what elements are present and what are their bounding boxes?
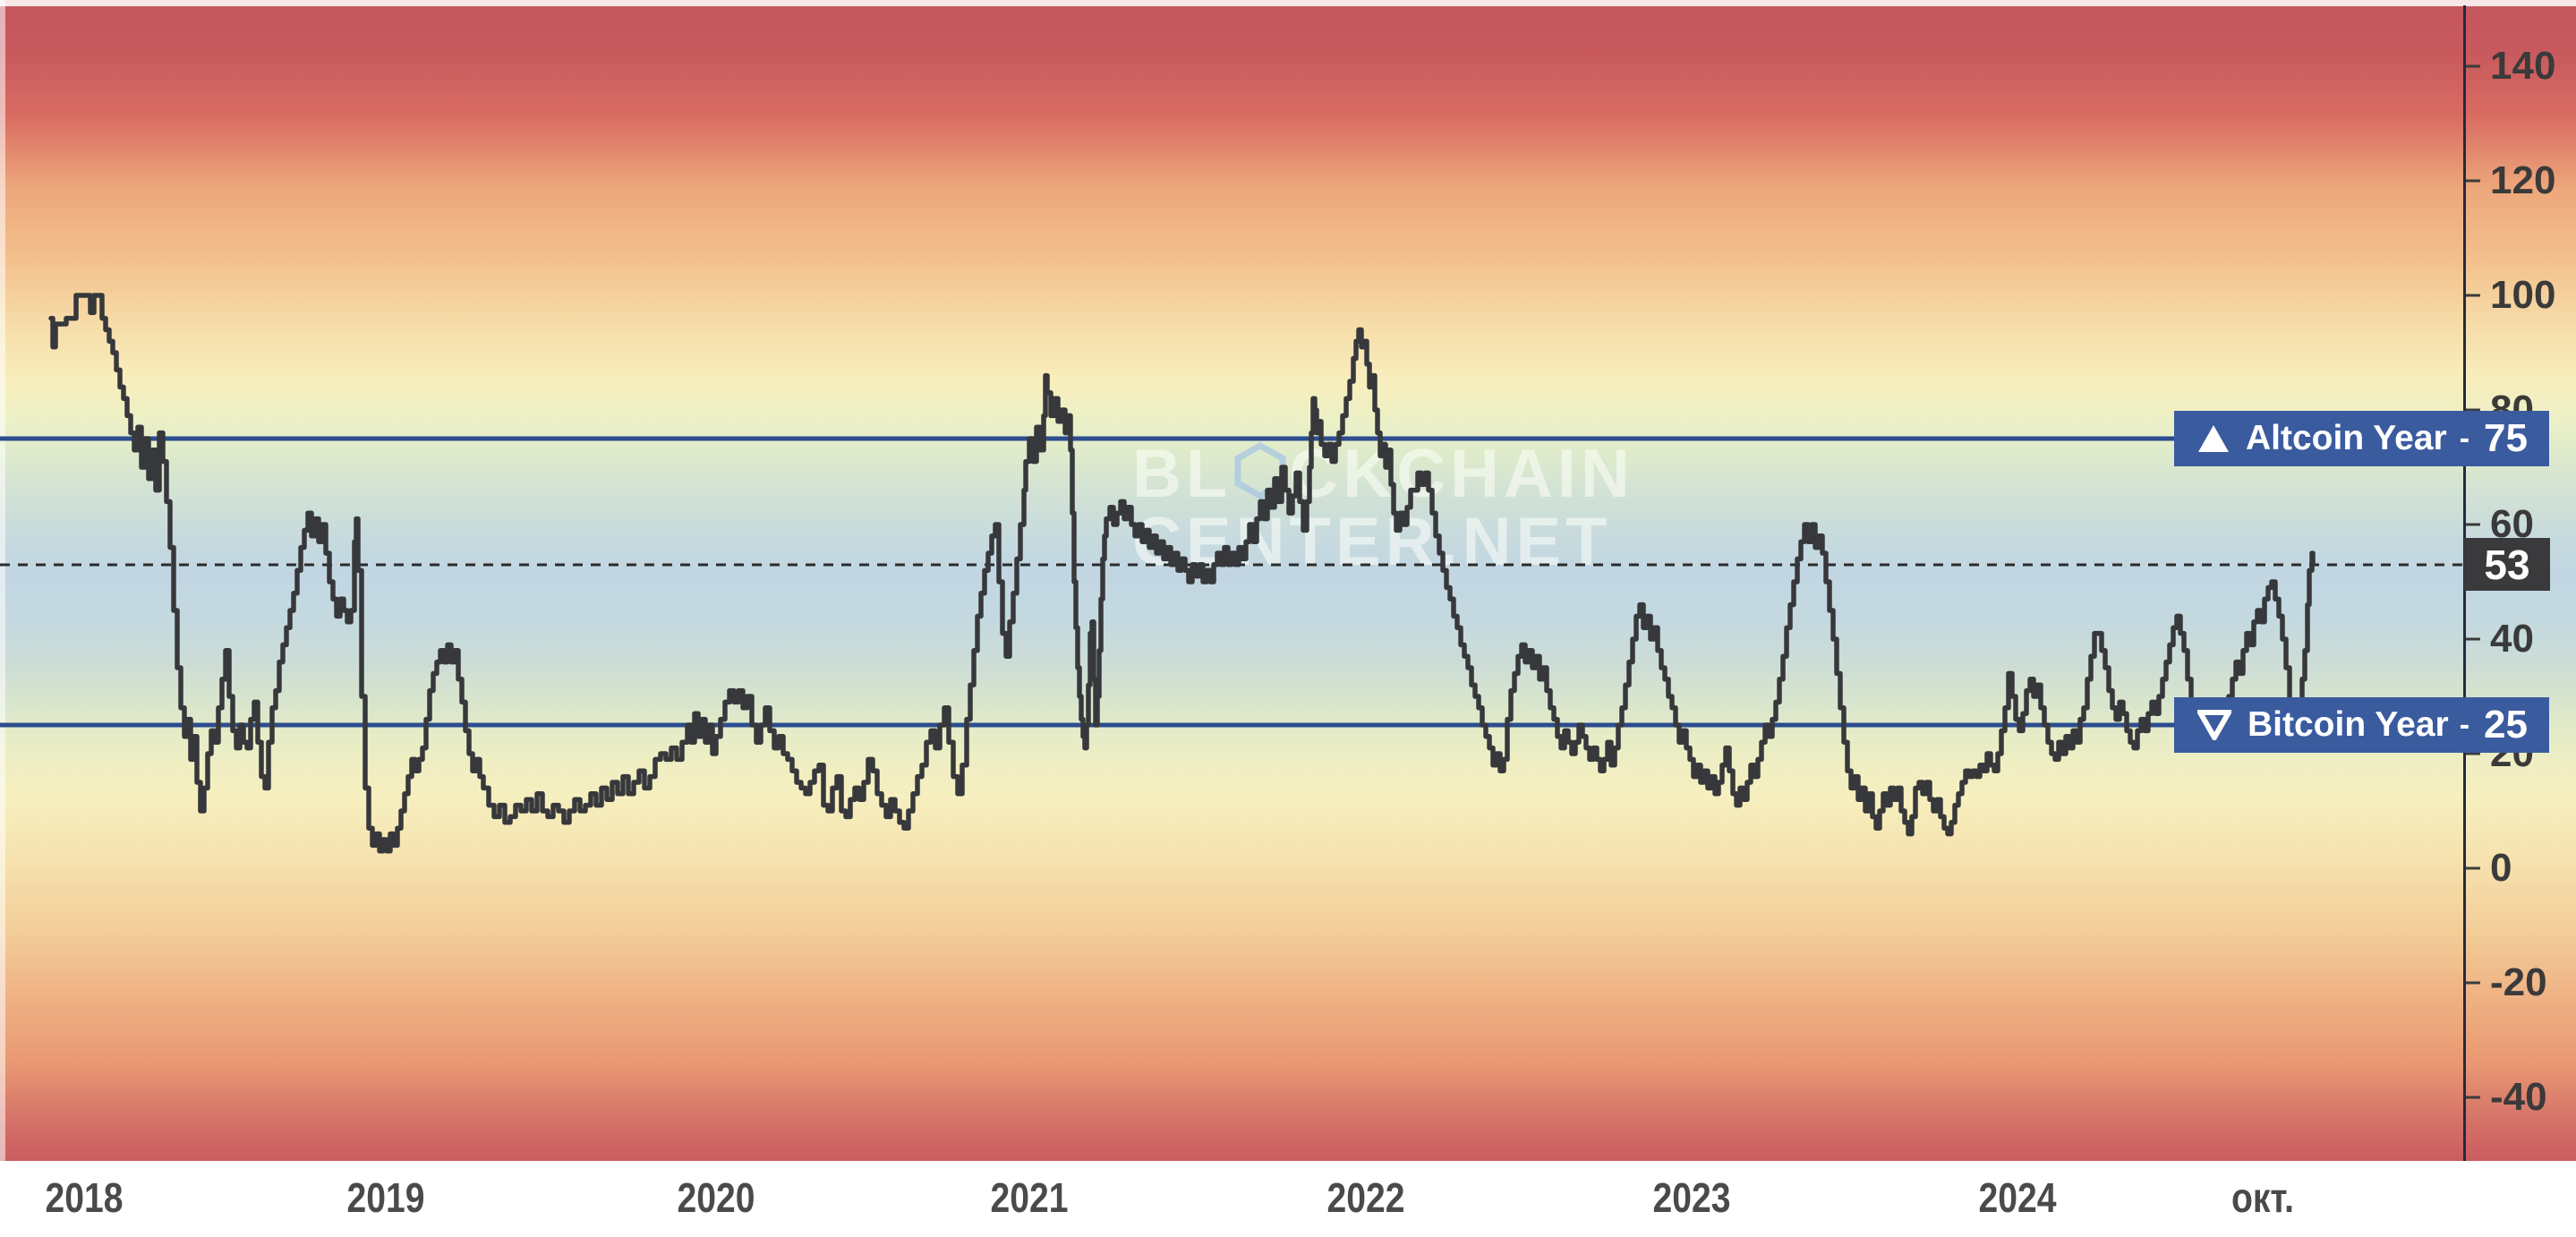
current-value-badge: 53 (2464, 538, 2550, 591)
x-axis: 2018 2019 2020 2021 2022 2023 2024 окт. (0, 1161, 2576, 1237)
altcoin-year-label: Altcoin Year (2246, 419, 2447, 457)
left-margin (0, 0, 5, 1161)
y-axis-tick (2464, 981, 2480, 985)
y-axis-tick (2464, 866, 2480, 870)
y-axis-tick (2464, 64, 2480, 68)
bitcoin-year-value: 25 (2484, 703, 2528, 746)
altcoin-year-value: 75 (2484, 416, 2528, 460)
altcoin-year-badge: Altcoin Year - 75 (2174, 411, 2549, 466)
gradient-background[interactable] (0, 0, 2576, 1161)
y-axis-tick (2464, 752, 2480, 755)
y-axis-tick (2464, 294, 2480, 297)
x-axis-label: окт. (2231, 1174, 2295, 1221)
hexagon-logo-icon (1234, 441, 1286, 500)
watermark-line-1: BL CKCHAIN (1132, 436, 1634, 512)
x-axis-label: 2022 (1326, 1174, 1405, 1221)
altcoin-separator: - (2459, 421, 2470, 456)
y-axis-tick (2464, 523, 2480, 526)
bitcoin-separator: - (2459, 707, 2470, 742)
y-axis-tick (2464, 408, 2480, 412)
bitcoin-year-badge: Bitcoin Year - 25 (2174, 697, 2549, 753)
y-axis-tick (2464, 179, 2480, 183)
bitcoin-year-label: Bitcoin Year (2248, 705, 2449, 744)
index-line (48, 293, 2316, 854)
x-axis-label: 2020 (677, 1174, 755, 1221)
top-margin (0, 0, 2576, 6)
y-axis-ticks (2464, 64, 2480, 1099)
x-axis-label: 2024 (1978, 1174, 2057, 1221)
triangle-up-icon (2197, 424, 2230, 453)
x-axis-label: 2019 (346, 1174, 425, 1221)
x-axis-label: 2018 (45, 1174, 124, 1221)
y-axis-tick (2464, 637, 2480, 641)
triangle-down-icon (2197, 710, 2231, 740)
current-value: 53 (2484, 541, 2530, 588)
x-axis-label: 2021 (990, 1174, 1069, 1221)
y-axis-tick (2464, 1096, 2480, 1099)
x-axis-label: 2023 (1652, 1174, 1731, 1221)
